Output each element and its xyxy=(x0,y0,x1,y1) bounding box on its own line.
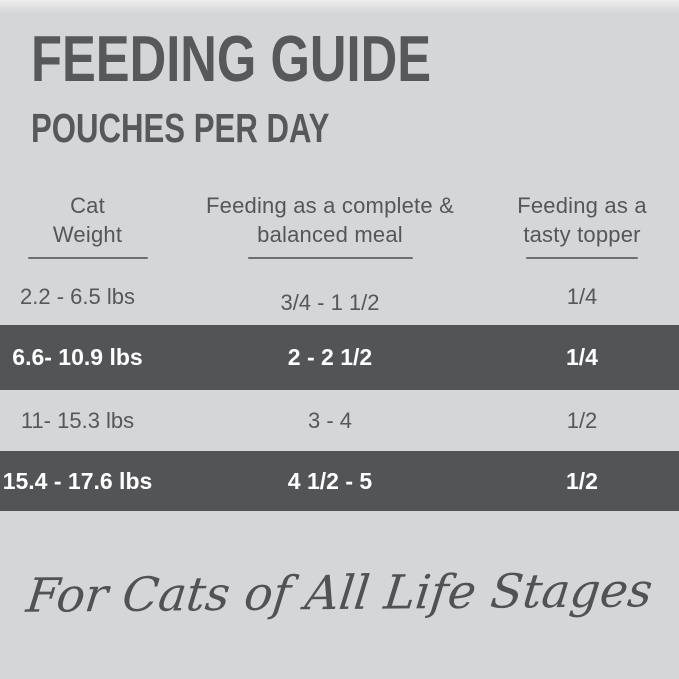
table-body: 2.2 - 6.5 lbs 3/4 - 1 1/2 1/4 6.6- 10.9 … xyxy=(0,268,679,511)
header-underline xyxy=(247,257,413,259)
column-header-line: Weight xyxy=(52,221,123,247)
cat-weight-value: 15.4 - 17.6 lbs xyxy=(2,467,153,494)
column-header-line: tasty topper xyxy=(523,221,641,247)
column-header-line: Feeding as a complete & xyxy=(206,193,454,218)
topper-pouches-value: 1/4 xyxy=(566,283,598,309)
table-row: 11- 15.3 lbs 3 - 4 1/2 xyxy=(0,390,679,451)
table-row-highlighted: 15.4 - 17.6 lbs 4 1/2 - 5 1/2 xyxy=(0,451,679,511)
table-row-highlighted: 6.6- 10.9 lbs 2 - 2 1/2 1/4 xyxy=(0,325,679,390)
meal-pouches-value: 2 - 2 1/2 xyxy=(287,344,373,370)
topper-pouches-value: 1/4 xyxy=(566,344,598,370)
header-underline xyxy=(27,257,148,259)
all-life-stages-tagline: For Cats of All Life Stages xyxy=(23,563,656,624)
table-row: 2.2 - 6.5 lbs 3/4 - 1 1/2 1/4 xyxy=(0,268,679,325)
header-underline xyxy=(526,257,638,259)
meal-pouches-value: 4 1/2 - 5 xyxy=(287,467,373,494)
topper-pouches-value: 1/2 xyxy=(566,467,598,494)
cat-weight-value: 6.6- 10.9 lbs xyxy=(12,344,143,370)
page-title: FEEDING GUIDE xyxy=(31,22,432,95)
page-subtitle: POUCHES PER DAY xyxy=(31,105,330,151)
column-header-cat-weight: Cat Weight xyxy=(0,192,175,259)
table-header-row: Cat Weight Feeding as a complete & balan… xyxy=(0,192,679,259)
column-header-complete-meal: Feeding as a complete & balanced meal xyxy=(175,192,485,259)
column-header-tasty-topper: Feeding as a tasty topper xyxy=(485,192,679,259)
meal-pouches-value: 3 - 4 xyxy=(307,407,353,433)
cat-weight-value: 2.2 - 6.5 lbs xyxy=(20,283,135,309)
meal-pouches-value: 3/4 - 1 1/2 xyxy=(280,289,380,315)
column-header-line: Cat xyxy=(70,193,105,218)
column-header-line: Feeding as a xyxy=(517,193,647,218)
column-header-line: balanced meal xyxy=(257,221,403,247)
title-block: FEEDING GUIDE POUCHES PER DAY xyxy=(31,26,544,149)
topper-pouches-value: 1/2 xyxy=(566,407,598,433)
photo-edge-highlight xyxy=(0,0,679,14)
cat-weight-value: 11- 15.3 lbs xyxy=(20,407,135,433)
